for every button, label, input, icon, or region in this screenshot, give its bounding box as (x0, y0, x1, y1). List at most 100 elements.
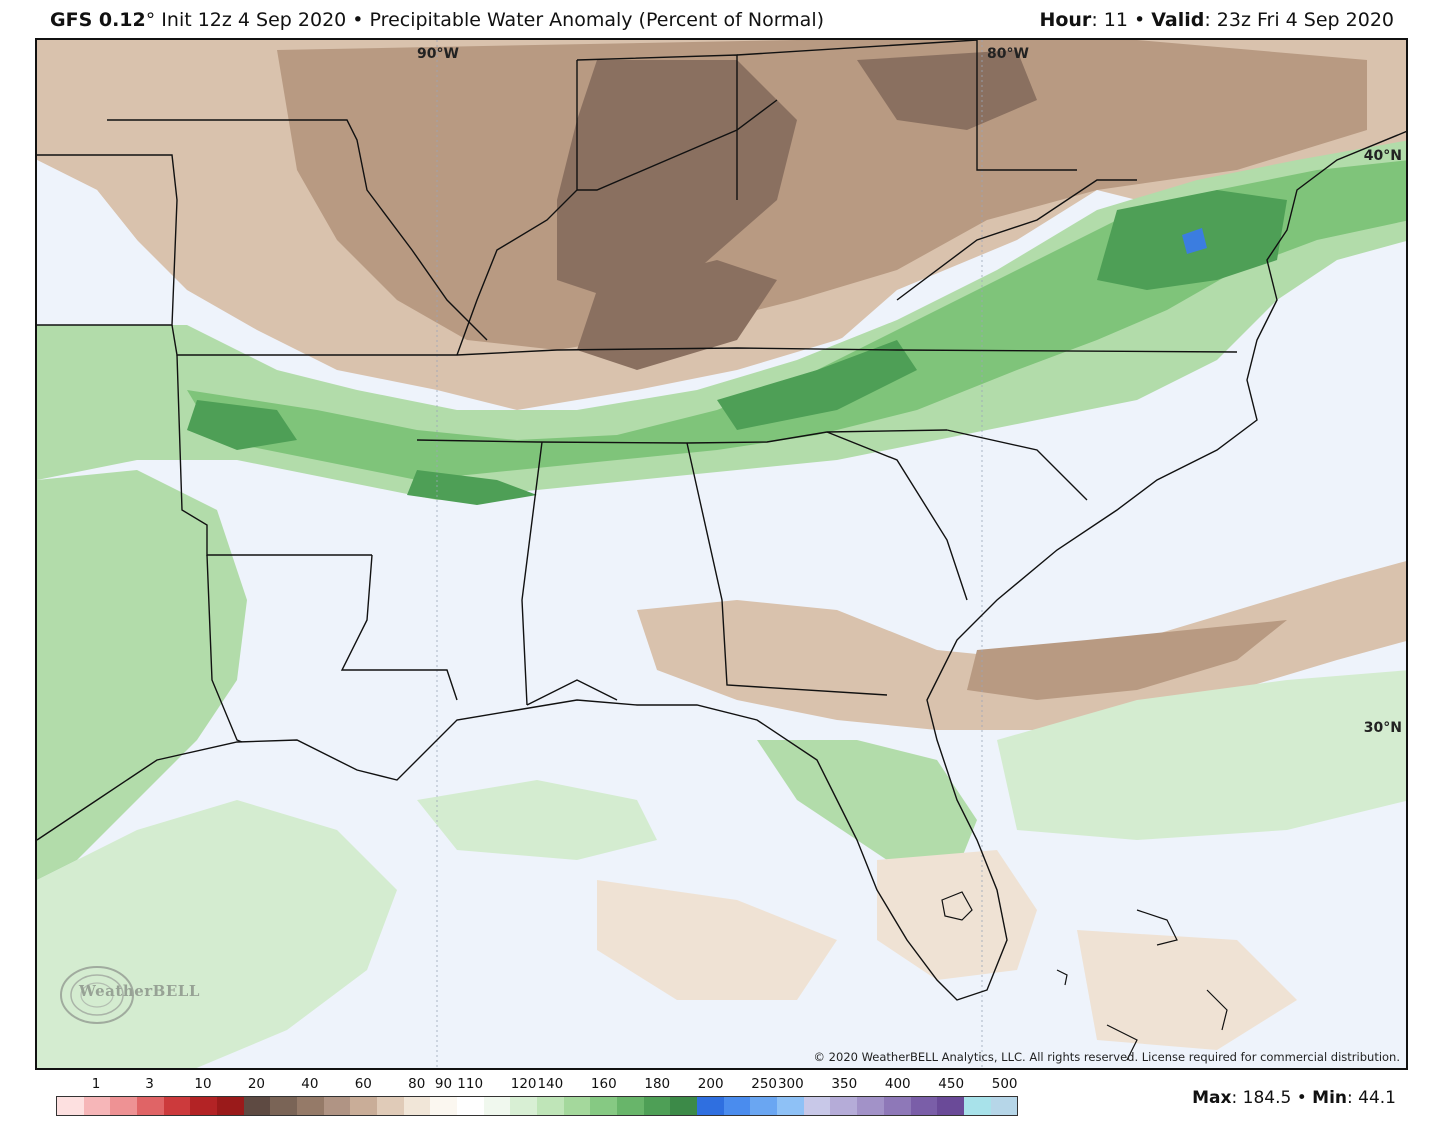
legend-swatch (643, 1097, 671, 1115)
dry-region-gulf (597, 880, 837, 1000)
wet-band-mid (187, 160, 1406, 480)
legend-swatch (190, 1097, 218, 1115)
legend-swatch (670, 1097, 698, 1115)
dry-region-florida-south (877, 850, 1037, 980)
title-left: GFS 0.12° Init 12z 4 Sep 2020 • Precipit… (50, 9, 824, 31)
lat-label-40n: 40°N (1363, 148, 1402, 164)
logo-swirl-icon (60, 966, 134, 1024)
stats-separator: • (1291, 1088, 1313, 1108)
lon-label-80w: 80°W (987, 46, 1029, 62)
legend-swatch (57, 1097, 84, 1115)
wet-band (37, 140, 1406, 500)
map-header: GFS 0.12° Init 12z 4 Sep 2020 • Precipit… (0, 0, 1440, 38)
legend-label: 200 (697, 1076, 724, 1092)
legend-swatch (270, 1097, 298, 1115)
legend-label: 20 (247, 1076, 265, 1092)
max-min-stats: Max: 184.5 • Min: 44.1 (1192, 1088, 1396, 1108)
legend-swatch (937, 1097, 964, 1115)
dry-region-bahamas (1077, 930, 1297, 1050)
color-legend: 1 3 10 20 40 60 80 90 110 120 140 160 180 200 250 300 35… (56, 1076, 1018, 1118)
legend-swatch (217, 1097, 244, 1115)
very-wet-chesapeake (1182, 228, 1207, 254)
legend-label: 400 (884, 1076, 911, 1092)
legend-swatch (377, 1097, 404, 1115)
wet-region-gulf-west (37, 800, 397, 1068)
legend-label: 3 (145, 1076, 154, 1092)
legend-swatch (403, 1097, 431, 1115)
legend-swatch (243, 1097, 271, 1115)
max-value: : 184.5 (1231, 1088, 1292, 1108)
legend-label: 40 (301, 1076, 319, 1092)
legend-swatch (750, 1097, 778, 1115)
logo-text: WeatherBELL (79, 982, 200, 1000)
lat-label-30n: 30°N (1363, 720, 1402, 736)
legend-swatch (457, 1097, 484, 1115)
legend-label: 350 (831, 1076, 858, 1092)
min-value: : 44.1 (1347, 1088, 1396, 1108)
state-borders (37, 40, 1238, 743)
wet-core-arkansas (187, 400, 297, 450)
legend-swatch (963, 1097, 991, 1115)
dry-region-southeast (637, 561, 1406, 730)
min-label: Min (1312, 1088, 1348, 1108)
valid-value: : 23z Fri 4 Sep 2020 (1204, 9, 1394, 31)
legend-label: 60 (354, 1076, 372, 1092)
legend-label: 450 (938, 1076, 965, 1092)
legend-swatch (323, 1097, 351, 1115)
legend-label: 80 (408, 1076, 426, 1092)
legend-label: 120 (510, 1076, 537, 1092)
product-name: Precipitable Water Anomaly (Percent of N… (369, 9, 825, 31)
wet-core-mississippi (407, 470, 537, 505)
legend-swatch (697, 1097, 724, 1115)
legend-swatch (83, 1097, 111, 1115)
legend-swatch (563, 1097, 591, 1115)
title-separator-2: • (1127, 9, 1152, 31)
legend-swatch (857, 1097, 884, 1115)
max-label: Max (1192, 1088, 1232, 1108)
weatherbell-logo: WeatherBELL (57, 960, 199, 1030)
legend-label: 10 (194, 1076, 212, 1092)
legend-swatch (910, 1097, 938, 1115)
legend-labels: 1 3 10 20 40 60 80 90 110 120 140 160 180 200 250 300 35… (56, 1076, 1018, 1096)
legend-swatch (617, 1097, 644, 1115)
title-right: Hour: 11 • Valid: 23z Fri 4 Sep 2020 (1039, 9, 1394, 31)
model-name: GFS 0.12 (50, 9, 146, 31)
legend-label: 250 (751, 1076, 778, 1092)
legend-swatch (297, 1097, 324, 1115)
wet-region-atlantic (997, 670, 1406, 840)
legend-swatch (590, 1097, 618, 1115)
hour-label: Hour (1039, 9, 1092, 31)
legend-swatch (510, 1097, 538, 1115)
legend-swatch (803, 1097, 831, 1115)
legend-label: 160 (590, 1076, 617, 1092)
legend-swatch (883, 1097, 911, 1115)
legend-bar (56, 1096, 1018, 1116)
normal-band-diagonal (817, 190, 1137, 360)
legend-swatch (137, 1097, 164, 1115)
legend-swatch (483, 1097, 511, 1115)
dry-core-southeast (967, 620, 1287, 700)
degree-symbol: ° (145, 9, 156, 31)
legend-label: 90 (434, 1076, 453, 1092)
coastline (37, 130, 1406, 1001)
normal-band-north (37, 160, 187, 325)
bahamas-islands (1056, 909, 1228, 1061)
legend-swatch (350, 1097, 378, 1115)
legend-label: 500 (991, 1076, 1018, 1092)
legend-swatch (723, 1097, 751, 1115)
map-panel[interactable]: 90°W 80°W 40°N 30°N WeatherBELL © 2020 W… (35, 38, 1408, 1070)
legend-swatch (830, 1097, 858, 1115)
legend-swatch (537, 1097, 564, 1115)
lon-label-90w: 90°W (417, 46, 459, 62)
copyright-notice: © 2020 WeatherBELL Analytics, LLC. All r… (813, 1050, 1400, 1064)
lake-okeechobee (941, 891, 973, 921)
legend-label: 1 (91, 1076, 101, 1092)
hour-value: : 11 (1091, 9, 1128, 31)
legend-swatch (163, 1097, 191, 1115)
wet-core-tennessee (717, 340, 917, 430)
wet-region-texas (37, 470, 247, 880)
legend-label: 140 (537, 1076, 564, 1092)
dry-region-north-mid (277, 40, 1367, 350)
legend-swatch (990, 1097, 1018, 1115)
anomaly-map (37, 40, 1406, 1068)
